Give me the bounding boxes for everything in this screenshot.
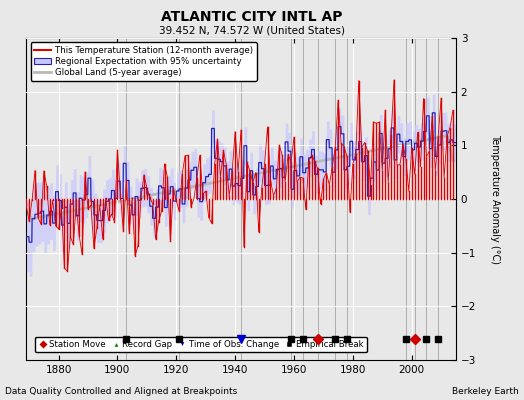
Text: Data Quality Controlled and Aligned at Breakpoints: Data Quality Controlled and Aligned at B… [5, 387, 237, 396]
Text: 39.452 N, 74.572 W (United States): 39.452 N, 74.572 W (United States) [159, 25, 344, 35]
Legend: Station Move, Record Gap, Time of Obs. Change, Empirical Break: Station Move, Record Gap, Time of Obs. C… [35, 336, 367, 352]
Text: ATLANTIC CITY INTL AP: ATLANTIC CITY INTL AP [161, 10, 342, 24]
Y-axis label: Temperature Anomaly (°C): Temperature Anomaly (°C) [490, 134, 500, 264]
Text: Berkeley Earth: Berkeley Earth [452, 387, 519, 396]
